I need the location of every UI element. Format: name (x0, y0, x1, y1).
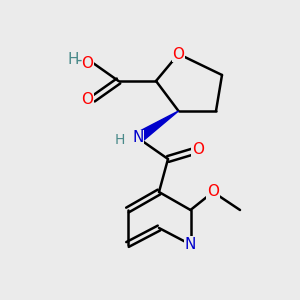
Text: O: O (81, 92, 93, 106)
Text: H: H (114, 134, 124, 147)
Text: O: O (81, 56, 93, 70)
Text: N: N (132, 130, 144, 146)
Text: O: O (192, 142, 204, 158)
Text: O: O (172, 46, 184, 62)
Polygon shape (135, 111, 178, 142)
Text: H: H (68, 52, 79, 68)
Text: O: O (207, 184, 219, 200)
Text: N: N (185, 237, 196, 252)
Text: -: - (75, 51, 81, 69)
